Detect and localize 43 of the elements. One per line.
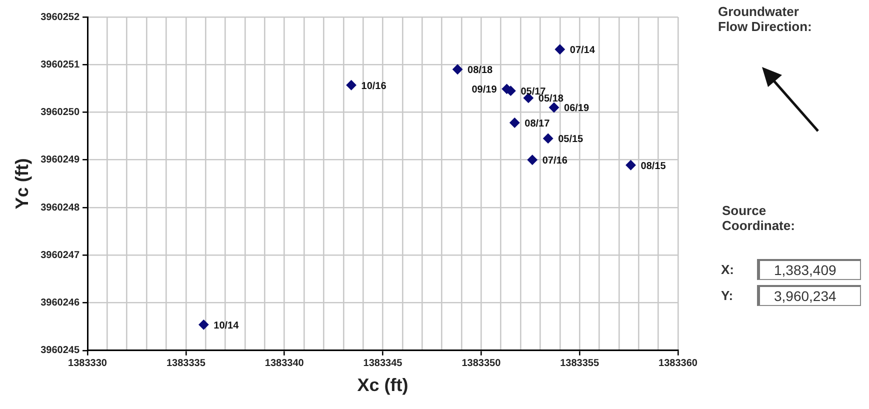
text: X: — [720, 262, 735, 277]
x-tick-label: 1383340 — [264, 358, 304, 370]
x-tick-label: 1383360 — [658, 358, 698, 370]
text: 1,383,409 — [757, 259, 861, 280]
x-tick-label: 1383355 — [560, 358, 600, 370]
point — [346, 80, 356, 90]
x-tick-label: 1383335 — [166, 358, 206, 370]
point — [549, 102, 559, 112]
x-tick-label: 1383350 — [462, 358, 502, 370]
annotation: 09/19 — [472, 84, 498, 96]
y-tick-label: 3960245 — [40, 345, 80, 356]
point — [510, 118, 520, 128]
annotation: 08/15 — [640, 160, 666, 172]
x-axis-title: Xc (ft) — [357, 375, 408, 396]
y-tick-label: 3960246 — [40, 298, 80, 309]
x-tick-label: 1383330 — [68, 358, 108, 370]
point — [543, 133, 554, 144]
point — [626, 160, 636, 170]
y-tick-label: 3960252 — [40, 12, 80, 23]
y-tick-label: 3960250 — [40, 107, 80, 118]
source-note: Source Coordinate: — [722, 203, 796, 233]
text: Y: — [720, 288, 734, 303]
text: 3,960,234 — [757, 285, 861, 306]
annotation: 10/14 — [214, 320, 240, 332]
annotation: 07/16 — [542, 156, 568, 167]
annotation: 07/14 — [570, 45, 596, 56]
y-tick-label: 3960251 — [40, 59, 80, 70]
point — [198, 320, 209, 330]
y-tick-label: 3960249 — [40, 154, 80, 166]
annotation: 08/17 — [524, 118, 550, 130]
point — [452, 64, 463, 74]
annotation: 10/16 — [361, 80, 387, 92]
point — [527, 154, 538, 165]
point — [554, 44, 565, 54]
annotation: 05/18 — [538, 94, 564, 105]
annotation: 06/19 — [564, 103, 590, 114]
y-tick-label: 3960248 — [40, 202, 80, 214]
y-tick-label: 3960247 — [40, 250, 80, 261]
x-tick-label: 1383345 — [363, 358, 403, 370]
text: Groundwater Flow Direction: — [718, 4, 813, 34]
y-axis-title: Yc (ft) — [12, 158, 32, 210]
annotation: 05/15 — [558, 134, 584, 146]
annotation: 08/18 — [468, 65, 494, 76]
